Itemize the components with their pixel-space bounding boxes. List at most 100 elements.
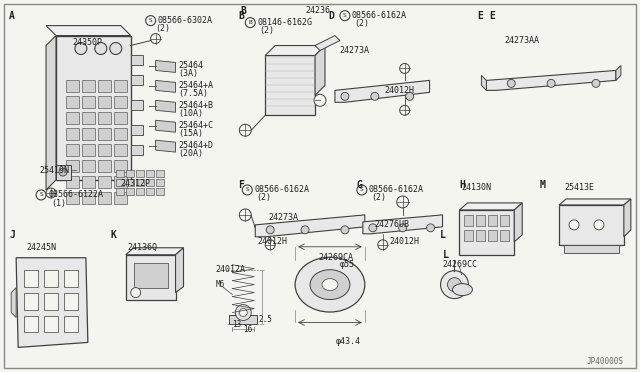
Bar — [156, 188, 164, 195]
Polygon shape — [156, 100, 175, 112]
Polygon shape — [156, 120, 175, 132]
Text: (15A): (15A) — [179, 129, 204, 138]
Bar — [98, 80, 111, 92]
Bar — [82, 96, 95, 108]
Text: M: M — [539, 180, 545, 190]
Bar — [146, 179, 154, 186]
Bar — [114, 80, 127, 92]
Circle shape — [75, 42, 87, 54]
Text: B: B — [238, 11, 244, 20]
Bar — [66, 128, 79, 140]
Circle shape — [301, 226, 309, 234]
Bar — [114, 112, 127, 124]
Polygon shape — [315, 45, 325, 95]
Text: 24273A: 24273A — [340, 46, 370, 55]
Circle shape — [243, 185, 252, 195]
Polygon shape — [46, 36, 56, 190]
Bar — [116, 170, 124, 177]
Bar — [114, 128, 127, 140]
Text: J: J — [9, 230, 15, 240]
Bar — [82, 160, 95, 172]
Bar — [82, 112, 95, 124]
Bar — [476, 230, 485, 241]
Bar — [265, 55, 315, 115]
Text: 24350P: 24350P — [73, 38, 103, 47]
Bar — [131, 100, 143, 110]
Circle shape — [239, 308, 247, 317]
Circle shape — [95, 42, 107, 54]
Text: (20A): (20A) — [179, 149, 204, 158]
Bar — [114, 192, 127, 204]
Text: (2): (2) — [256, 193, 271, 202]
Text: 24236: 24236 — [305, 6, 330, 15]
Text: F: F — [238, 180, 244, 190]
Text: 24269CC: 24269CC — [442, 260, 477, 269]
Bar — [82, 192, 95, 204]
Ellipse shape — [295, 257, 365, 312]
Text: 24012H: 24012H — [257, 237, 287, 246]
Circle shape — [239, 124, 252, 136]
Polygon shape — [363, 215, 442, 234]
Text: 08566-6302A: 08566-6302A — [157, 16, 212, 25]
Bar — [44, 293, 58, 310]
Text: (3A): (3A) — [179, 69, 198, 78]
Polygon shape — [486, 70, 616, 90]
Text: (2): (2) — [156, 24, 171, 33]
Text: L: L — [440, 230, 445, 240]
Text: S: S — [245, 187, 249, 192]
Circle shape — [508, 79, 515, 87]
Bar — [66, 112, 79, 124]
Polygon shape — [156, 80, 175, 92]
Circle shape — [36, 190, 46, 200]
Text: (7.5A): (7.5A) — [179, 89, 209, 98]
Circle shape — [341, 92, 349, 100]
Polygon shape — [175, 248, 184, 293]
Polygon shape — [125, 248, 184, 255]
Text: (2): (2) — [371, 193, 386, 202]
Polygon shape — [460, 203, 522, 210]
Text: 24130N: 24130N — [461, 183, 492, 192]
Text: 24312P: 24312P — [121, 179, 151, 187]
Text: 24012A: 24012A — [216, 265, 245, 274]
Circle shape — [46, 188, 56, 198]
Text: 08566-6162A: 08566-6162A — [369, 186, 424, 195]
Bar — [460, 210, 515, 255]
Bar — [44, 315, 58, 333]
Text: S: S — [343, 13, 347, 18]
Polygon shape — [315, 36, 340, 51]
Text: B: B — [248, 20, 252, 25]
Circle shape — [378, 240, 388, 250]
Bar — [66, 80, 79, 92]
Bar — [136, 179, 143, 186]
Circle shape — [59, 168, 67, 176]
Polygon shape — [16, 258, 88, 347]
Ellipse shape — [452, 283, 472, 296]
Text: 25464+A: 25464+A — [179, 81, 214, 90]
Bar — [98, 96, 111, 108]
Bar — [114, 176, 127, 188]
Circle shape — [400, 64, 410, 73]
Bar — [488, 230, 497, 241]
Polygon shape — [624, 199, 631, 237]
Circle shape — [265, 240, 275, 250]
Polygon shape — [559, 199, 631, 205]
Text: (1): (1) — [51, 199, 66, 208]
Circle shape — [399, 224, 406, 232]
Circle shape — [400, 105, 410, 115]
Text: 24273AA: 24273AA — [504, 36, 540, 45]
Text: 16: 16 — [243, 325, 253, 334]
Text: 08566-6162A: 08566-6162A — [254, 186, 309, 195]
Text: 2.5: 2.5 — [258, 315, 272, 324]
Text: 08146-6162G: 08146-6162G — [257, 18, 312, 27]
Text: L: L — [442, 250, 449, 260]
Bar — [564, 245, 619, 253]
Text: 24269CA: 24269CA — [318, 253, 353, 262]
Text: E: E — [477, 11, 483, 20]
Bar — [136, 188, 143, 195]
Circle shape — [341, 226, 349, 234]
Circle shape — [447, 278, 461, 292]
Bar — [156, 170, 164, 177]
Circle shape — [592, 79, 600, 87]
Bar — [66, 144, 79, 156]
Bar — [146, 188, 154, 195]
